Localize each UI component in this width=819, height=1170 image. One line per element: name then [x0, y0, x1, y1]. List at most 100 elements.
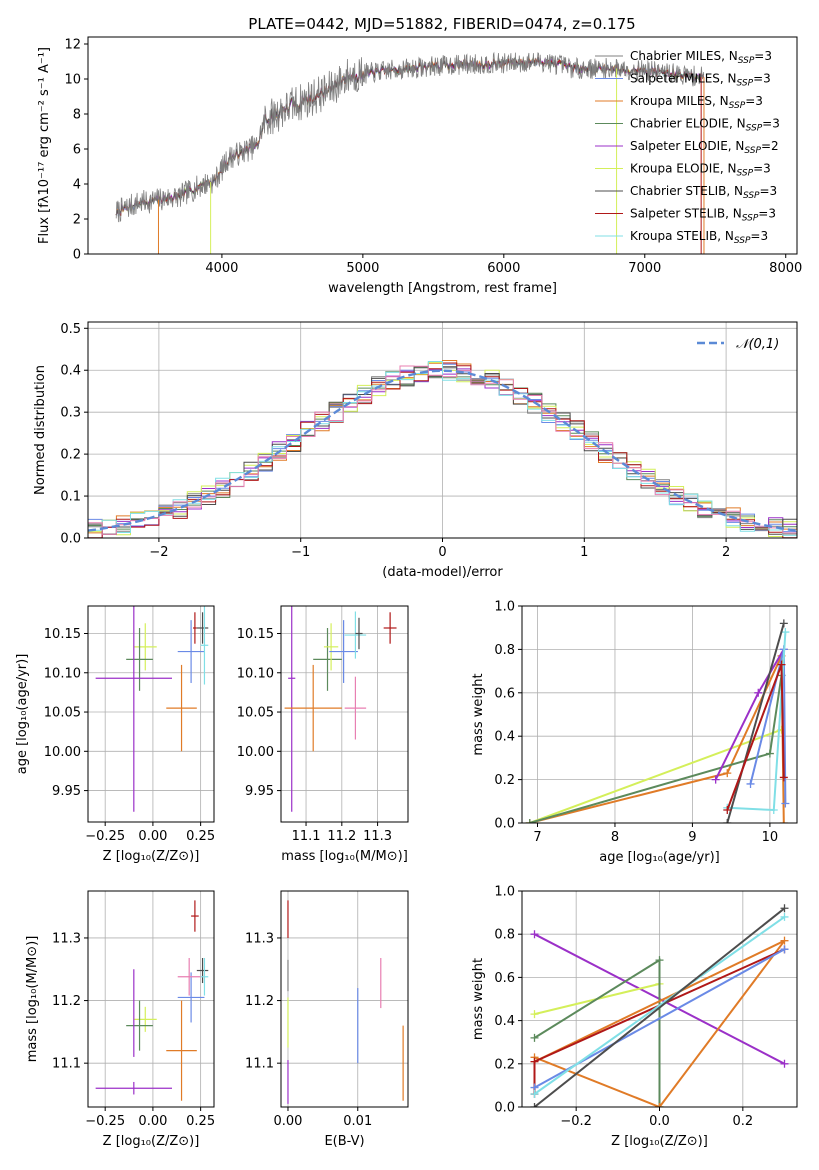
plot-area-age_vs_mass [284, 606, 397, 812]
y-tick-label: 0.0 [60, 532, 81, 547]
plus-marker [723, 769, 732, 778]
x-tick-label: −0.25 [85, 1114, 125, 1129]
x-tick-label: 0.2 [732, 1114, 753, 1129]
chart-weight_vs_Z: −0.2 0.0 0.2 0.0 0.2 0.4 0.6 0.8 1.0 Z [log₁₀(Z/Z… [471, 885, 798, 1149]
plus-marker [780, 912, 789, 921]
x-tick-label: 6000 [487, 261, 520, 276]
error-bar-point [344, 676, 367, 740]
axes-frame-weight_vs_age: 7 8 9 10 0.0 0.2 0.4 0.6 0.8 1.0 age [log₁₀(age/yr… [471, 600, 798, 865]
plus-marker [655, 956, 664, 965]
error-bar-point [191, 900, 199, 932]
y-tick-label: 8 [73, 108, 81, 123]
y-tick-label: 11.3 [245, 931, 274, 946]
plus-marker [711, 775, 720, 784]
error-bar-point [355, 617, 363, 650]
x-tick-label: 8 [611, 830, 619, 845]
plus-marker [530, 1057, 539, 1066]
error-bar-point [313, 627, 342, 691]
axes-border [87, 890, 215, 1108]
x-tick-label: −0.25 [85, 829, 125, 844]
x-tick-label: 0.00 [138, 1114, 167, 1129]
y-tick-label: 10.05 [44, 706, 81, 721]
plot-area-mass_vs_ebv [287, 900, 404, 1104]
plus-marker [525, 819, 534, 823]
y-tick-label: 0.2 [494, 773, 515, 788]
plus-marker [780, 945, 789, 954]
error-bar-point [133, 1006, 157, 1032]
plus-marker [777, 660, 786, 669]
x-tick-label: 0.01 [343, 1114, 372, 1129]
x-tick-label: 11.2 [327, 829, 356, 844]
x-tick-label: 0.25 [186, 829, 215, 844]
y-tick-label: 0.4 [494, 730, 515, 745]
plot-area-weight_vs_age [525, 619, 790, 823]
plot-area-spectrum [115, 51, 705, 254]
legend-label: Salpeter ELODIE, NSSP=2 [630, 139, 779, 156]
y-tick-label: 9.95 [52, 784, 81, 799]
x-axis-label: age [log₁₀(age/yr)] [599, 850, 720, 865]
legend-label: Kroupa MILES, NSSP=3 [630, 94, 763, 111]
x-axis-label: mass [log₁₀(M/M⊙)] [281, 849, 408, 864]
y-tick-label: 0.2 [60, 448, 81, 463]
x-tick-label: 0.25 [186, 1114, 215, 1129]
y-axis-label: Flux [fλ10⁻¹⁷ erg cm⁻² s⁻¹ A⁻¹] [37, 47, 52, 244]
y-tick-label: 1.0 [494, 600, 515, 615]
error-bar-point [383, 612, 397, 644]
x-tick-label: 8000 [769, 261, 802, 276]
x-tick-label: 0.00 [274, 1114, 303, 1129]
y-tick-label: 10.00 [44, 745, 81, 760]
plus-marker [655, 1103, 664, 1107]
error-bar-point [95, 1081, 172, 1095]
plots-layer: 4000 5000 6000 7000 8000024681012wavelength … [15, 36, 802, 1149]
error-bar-point [133, 623, 157, 671]
y-tick-label: 9.95 [245, 784, 274, 799]
axes-frame-age_vs_mass: 11.1 11.2 11.3 9.95 10.00 10.05 10.10 10.15 mass… [237, 605, 409, 864]
axes-border [87, 36, 798, 255]
y-tick-label: 0.0 [494, 1101, 515, 1116]
axes-border [280, 890, 409, 1108]
spectrum-data-line [115, 51, 705, 223]
plus-marker [530, 930, 539, 939]
y-tick-label: 0.2 [494, 1057, 515, 1072]
plus-marker [754, 688, 763, 697]
y-axis-label: Normed distribution [33, 365, 48, 495]
legend-label: Salpeter STELIB, NSSP=3 [630, 207, 776, 224]
y-tick-label: 0.8 [494, 928, 515, 943]
error-bar-point [193, 612, 197, 644]
y-tick-label: 11.2 [52, 994, 81, 1009]
y-tick-label: 4 [73, 178, 81, 193]
y-tick-label: 11.3 [52, 931, 81, 946]
error-bar-point [177, 957, 201, 996]
x-axis-label: wavelength [Angstrom, rest frame] [328, 281, 557, 296]
error-bar-point [126, 1000, 153, 1051]
legend-entry: Salpeter ELODIE, NSSP=2 [595, 139, 779, 156]
axes-frame-weight_vs_Z: −0.2 0.0 0.2 0.0 0.2 0.4 0.6 0.8 1.0 Z [log₁₀(Z/Z… [471, 885, 798, 1149]
y-tick-label: 10.00 [237, 745, 274, 760]
legend-entry: 𝒩(0,1) [697, 337, 779, 352]
y-axis-label: age [log₁₀(age/yr)] [15, 654, 30, 775]
plus-marker [780, 904, 789, 913]
x-tick-label: −0.2 [560, 1114, 592, 1129]
x-tick-label: 0.0 [649, 1114, 670, 1129]
chart-weight_vs_age: 7 8 9 10 0.0 0.2 0.4 0.6 0.8 1.0 age [log₁₀(age/yr… [471, 600, 798, 865]
plus-marker [765, 749, 774, 758]
y-tick-label: 0.6 [494, 686, 515, 701]
error-bar-point [177, 972, 205, 1023]
plus-marker [780, 936, 789, 945]
legend-entry: Salpeter MILES, NSSP=3 [595, 72, 771, 89]
legend-label: 𝒩(0,1) [736, 337, 779, 352]
y-tick-label: 0 [73, 248, 81, 263]
x-tick-label: 9 [688, 830, 696, 845]
plus-marker [781, 628, 790, 637]
y-tick-label: 10.15 [237, 627, 274, 642]
x-tick-label: −2 [149, 545, 168, 560]
y-tick-label: 0.1 [60, 490, 81, 505]
mass-weight-line [534, 939, 786, 1107]
error-bar-point [288, 606, 296, 812]
error-bar-point [196, 612, 209, 644]
axes-frame-spectrum: 4000 5000 6000 7000 8000 0 2 4 6 8 10 12 wavelength … [37, 36, 802, 296]
x-tick-label: 1 [580, 545, 588, 560]
chart-spectrum: 4000 5000 6000 7000 8000 0 2 4 6 8 10 12 wavelength … [37, 36, 802, 296]
axes-border [87, 605, 215, 823]
y-tick-label: 0.8 [494, 643, 515, 658]
